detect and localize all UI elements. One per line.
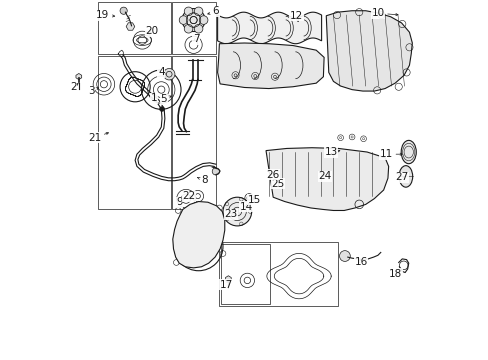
Text: 9: 9 [176,197,183,207]
Text: 14: 14 [239,202,252,212]
Text: 6: 6 [207,6,219,17]
Ellipse shape [400,140,415,164]
Bar [279,164,298,186]
Text: 4: 4 [158,67,165,77]
Ellipse shape [398,166,412,187]
Polygon shape [272,163,279,166]
Text: 13: 13 [324,147,339,157]
Circle shape [184,24,192,33]
Circle shape [179,16,187,24]
Polygon shape [217,43,324,89]
Text: 21: 21 [88,132,108,143]
Text: 18: 18 [388,269,402,279]
Text: 19: 19 [96,10,115,20]
Text: 3: 3 [87,86,99,96]
Polygon shape [325,11,411,91]
Text: 1: 1 [150,93,157,103]
Text: 26: 26 [265,170,279,180]
Circle shape [194,24,203,33]
Polygon shape [225,276,231,282]
Circle shape [120,7,127,14]
Text: 7: 7 [192,34,199,44]
Text: 25: 25 [271,179,284,189]
Polygon shape [217,12,321,44]
Circle shape [194,7,203,16]
Circle shape [182,9,204,32]
Text: 8: 8 [197,175,207,185]
Circle shape [163,68,175,80]
Text: 27: 27 [395,172,408,182]
Bar [98,2,171,54]
Circle shape [212,168,219,175]
Text: 15: 15 [247,195,261,205]
Polygon shape [76,73,81,80]
Text: 11: 11 [379,149,402,159]
Bar [218,242,338,306]
Bar [172,2,215,54]
Text: 22: 22 [182,191,195,201]
Bar [305,156,334,184]
Text: 2: 2 [70,82,78,92]
Text: 12: 12 [289,11,303,22]
Bar [308,158,331,181]
Circle shape [159,107,164,112]
Bar [98,56,171,209]
Circle shape [339,251,349,261]
Text: 17: 17 [220,280,233,290]
Text: 16: 16 [354,257,367,267]
Circle shape [184,7,192,16]
Polygon shape [172,202,224,268]
Bar [221,244,270,304]
Text: 10: 10 [370,8,397,18]
Bar [281,166,296,184]
Text: 5: 5 [160,94,171,104]
Circle shape [223,197,251,226]
Polygon shape [265,148,388,211]
Polygon shape [126,23,135,30]
Text: 24: 24 [318,171,331,181]
Circle shape [199,16,207,24]
Text: 23: 23 [224,210,237,220]
Bar [172,56,215,209]
Text: 20: 20 [145,26,158,36]
